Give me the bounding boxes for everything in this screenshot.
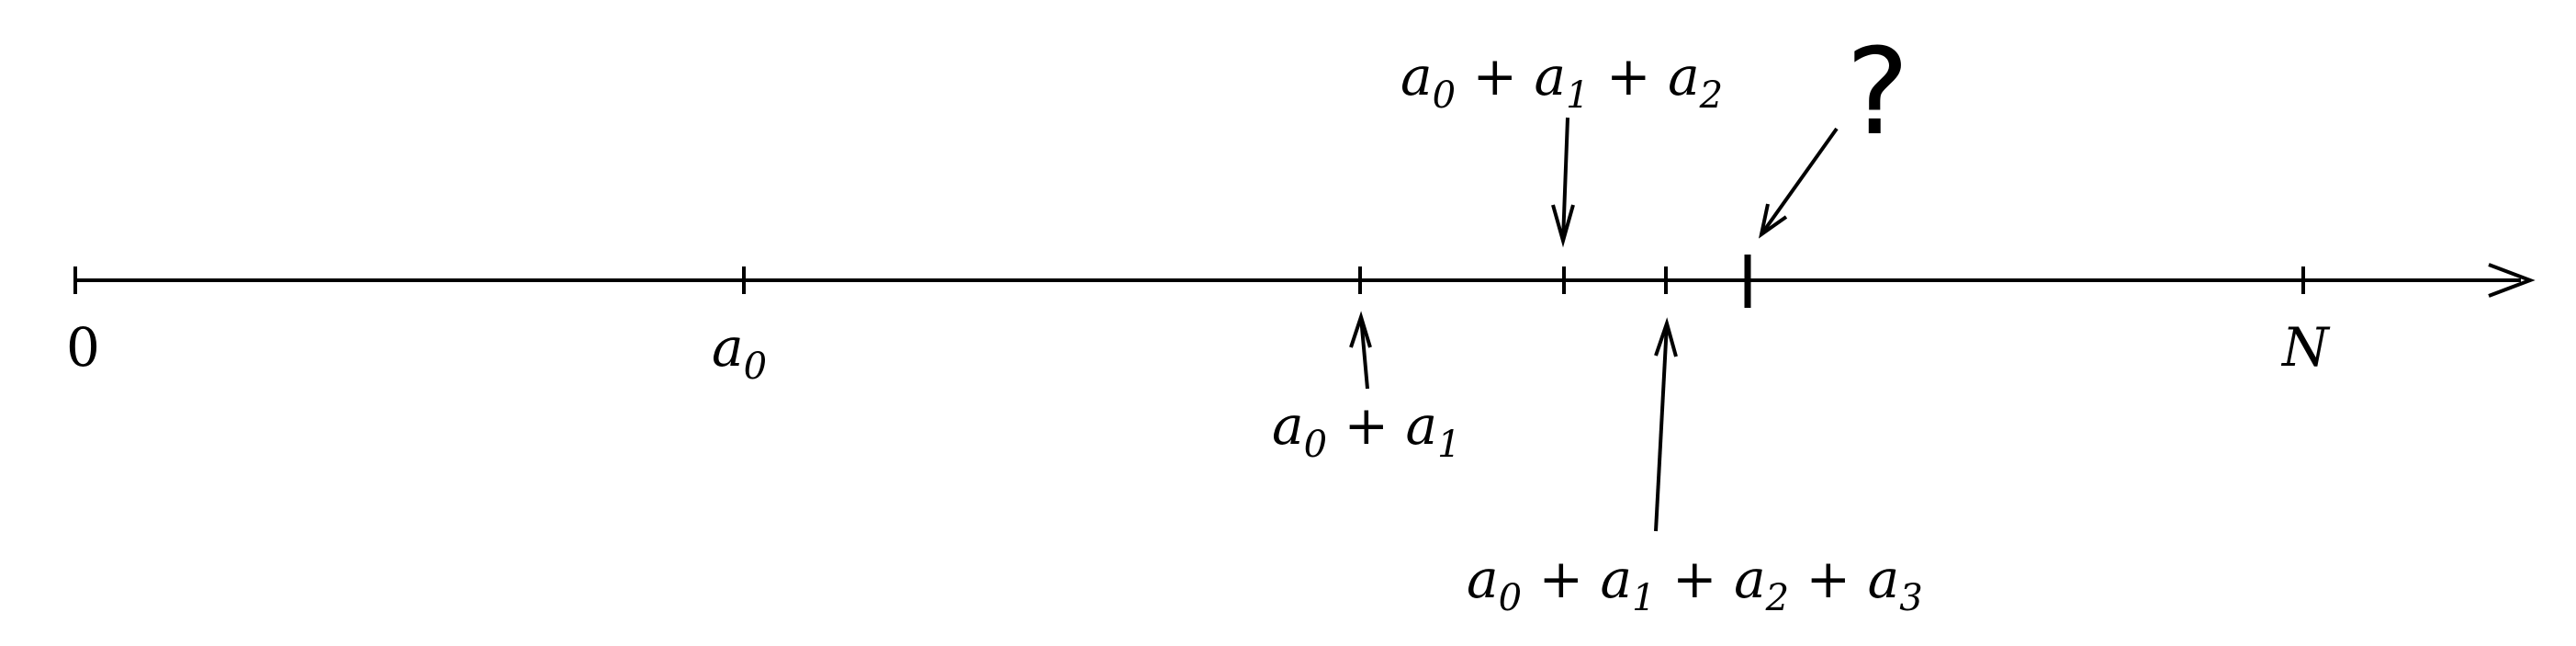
label-s1-part: + [1327,394,1405,457]
label-s3: a0 + a1 + a2 + a3 [1467,548,1923,619]
label-s1-part: a [1272,394,1304,457]
label-s3-part: + [1789,548,1867,610]
label-s2-part: a [1535,45,1567,108]
label-s3-part: a [1734,548,1766,610]
label-s2-part: a [1400,45,1433,108]
label-s2-part: a [1668,45,1700,108]
end-label: N [2280,316,2331,379]
label-s2-part: + [1456,45,1534,108]
axis-arrowhead [2488,263,2536,298]
label-s3-part: a [1601,548,1633,610]
arrow-s2-shaft [1561,117,1569,242]
label-s2-part: + [1590,45,1668,108]
label-a0-part: 0 [744,346,767,388]
label-s2-part: 2 [1699,74,1723,117]
origin-label: 0 [66,316,100,379]
label-s3-part: + [1656,548,1734,610]
label-s1-part: 0 [1304,424,1327,466]
label-s1-part: 1 [1437,424,1460,466]
question-mark: ? [1846,22,1909,162]
arrow-s2-head [1551,204,1575,248]
label-s3-part: 0 [1499,577,1522,619]
label-s1: a0 + a1 [1272,394,1461,466]
label-s3-part: a [1467,548,1499,610]
label-s2-part: 1 [1566,74,1589,117]
label-s3-part: 2 [1765,577,1789,619]
label-s1-part: a [1406,394,1438,457]
label-s3-part: 3 [1899,577,1922,619]
arrow-s1-shaft [1359,316,1369,390]
label-s2-part: 0 [1433,74,1456,117]
arrow-unknown-shaft [1760,127,1839,236]
arrow-s3-head [1654,317,1678,357]
arrow-unknown-head [1758,203,1788,239]
label-a0: a0 [712,316,767,388]
arrow-s3-shaft [1654,323,1669,532]
label-s2: a0 + a1 + a2 [1400,45,1723,117]
label-s3-part: 1 [1632,577,1655,619]
arrow-s1-head [1349,311,1372,348]
label-s3-part: a [1868,548,1900,610]
label-a0-part: a [712,316,744,379]
label-s3-part: + [1522,548,1600,610]
